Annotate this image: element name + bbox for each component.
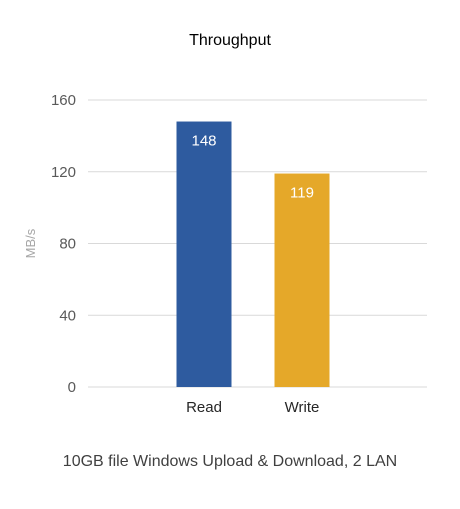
chart-caption: 10GB file Windows Upload & Download, 2 L… [62, 453, 398, 470]
data-label-write: 119 [290, 185, 314, 202]
bar-write [274, 173, 330, 387]
x-tick-label: Write [285, 399, 320, 416]
x-tick-label: Read [186, 399, 222, 416]
chart-title: Throughput [189, 32, 271, 49]
y-tick-label: 160 [51, 92, 76, 109]
y-tick-label: 80 [59, 236, 76, 253]
data-label-read: 148 [191, 133, 216, 150]
bar-read [176, 121, 232, 388]
y-tick-label: 120 [51, 164, 76, 181]
y-tick-label: 40 [59, 307, 76, 324]
y-tick-label: 0 [68, 379, 76, 396]
y-axis-title: MB/s [23, 228, 38, 258]
